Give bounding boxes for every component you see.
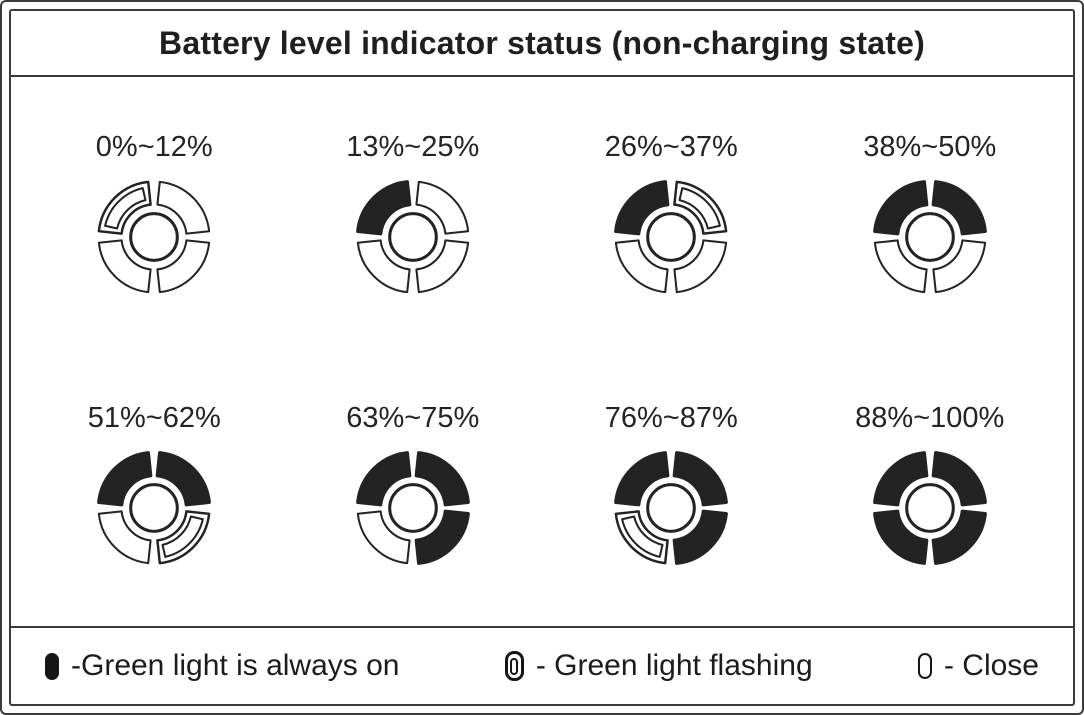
- led-segment-bottom-left-flash-inner: [621, 515, 664, 559]
- legend-label-close: - Close: [943, 649, 1039, 682]
- led-segment-bottom-left-off: [98, 510, 152, 565]
- figure-title: Battery level indicator status (non-char…: [159, 24, 925, 61]
- figure-header: Battery level indicator status (non-char…: [11, 11, 1073, 77]
- led-segment-bottom-right-off: [415, 239, 469, 293]
- led-flashing-icon-inner: [510, 657, 519, 675]
- hub-circle: [387, 211, 438, 262]
- indicator-cell: 38%~50%: [863, 131, 996, 303]
- indicator-cell: 76%~87%: [605, 402, 738, 574]
- hub-circle: [646, 211, 697, 262]
- led-segment-top-left-on: [614, 451, 670, 507]
- led-segment-bottom-right-on: [414, 509, 470, 566]
- led-segment-top-right-flash-inner: [678, 186, 722, 230]
- led-segment-top-left-flash-inner: [104, 186, 147, 230]
- led-segment-bottom-right-on: [672, 509, 729, 566]
- led-segment-bottom-right-off: [932, 239, 986, 293]
- led-segment-top-right-on: [931, 451, 987, 507]
- hub-circle: [129, 211, 180, 262]
- battery-range-label: 26%~37%: [604, 130, 738, 163]
- led-segment-bottom-left-off: [356, 510, 411, 565]
- led-segment-bottom-right-flash-inner: [161, 515, 205, 559]
- led-segment-top-left-on: [872, 451, 929, 507]
- indicator-cell: 51%~62%: [88, 402, 221, 574]
- legend-item-flashing: - Green light flashing: [504, 649, 813, 683]
- battery-led-ring: [872, 451, 987, 566]
- led-segment-top-left-on: [872, 179, 929, 236]
- led-segment-top-right-flash: [673, 180, 728, 235]
- indicator-cell: 13%~25%: [346, 131, 479, 303]
- indicator-grid: 0%~12% 13%~25% 26%~37% 38%~50% 51%~62% 63%~75…: [11, 77, 1073, 626]
- led-segment-bottom-left-off: [615, 239, 669, 293]
- led-segment-top-right-on: [931, 179, 987, 236]
- indicator-cell: 88%~100%: [855, 402, 1004, 574]
- battery-range-label: 76%~87%: [604, 402, 738, 435]
- led-segment-top-right-on: [155, 451, 212, 507]
- led-segment-bottom-left-off: [356, 239, 411, 293]
- led-segment-top-left-on: [97, 451, 153, 507]
- hub-circle: [904, 483, 955, 534]
- led-segment-bottom-left-off: [873, 239, 928, 293]
- indicator-cell: 63%~75%: [346, 402, 479, 574]
- battery-led-ring: [97, 180, 211, 293]
- led-flashing-icon: [504, 651, 524, 681]
- led-segment-bottom-left-on: [872, 509, 929, 566]
- battery-led-ring: [614, 179, 728, 293]
- battery-range-label: 51%~62%: [87, 402, 221, 435]
- led-segment-top-right-on: [414, 451, 470, 507]
- led-segment-top-left-on: [355, 451, 412, 507]
- led-segment-bottom-right-off: [673, 239, 728, 293]
- battery-led-ring: [355, 451, 470, 566]
- led-solid-icon: [45, 652, 59, 680]
- hub-circle: [129, 483, 180, 534]
- led-segment-bottom-left-flash: [614, 510, 670, 565]
- led-off-icon: [917, 653, 932, 679]
- led-segment-top-right-on: [672, 451, 729, 507]
- battery-led-ring: [97, 451, 212, 565]
- battery-range-label: 88%~100%: [855, 402, 1005, 435]
- indicator-cell: 0%~12%: [88, 131, 220, 303]
- indicator-cell: 26%~37%: [605, 131, 738, 303]
- figure-inner-frame: Battery level indicator status (non-char…: [9, 9, 1075, 706]
- battery-led-ring: [614, 451, 729, 566]
- battery-range-label: 63%~75%: [346, 402, 480, 435]
- led-segment-top-left-on: [355, 179, 412, 236]
- hub-circle: [387, 483, 438, 534]
- led-segment-top-left-on: [614, 179, 670, 236]
- legend-label-flashing: - Green light flashing: [535, 649, 813, 682]
- legend: -Green light is always on - Green light …: [11, 626, 1073, 704]
- hub-circle: [646, 483, 697, 534]
- led-segment-bottom-right-flash: [156, 510, 211, 565]
- led-segment-bottom-left-off: [98, 239, 152, 293]
- legend-item-always-on: -Green light is always on: [45, 649, 399, 683]
- led-segment-bottom-right-on: [931, 509, 987, 566]
- led-segment-bottom-right-off: [156, 239, 211, 293]
- led-segment-top-left-flash: [97, 180, 153, 235]
- hub-circle: [904, 211, 955, 262]
- battery-range-label: 38%~50%: [863, 130, 997, 163]
- led-segment-top-right-off: [156, 180, 211, 235]
- battery-led-ring: [355, 179, 469, 293]
- led-segment-top-right-off: [415, 180, 469, 235]
- battery-led-ring: [872, 179, 987, 293]
- legend-item-close: - Close: [917, 649, 1039, 683]
- battery-range-label: 13%~25%: [346, 130, 480, 163]
- battery-range-label: 0%~12%: [95, 130, 213, 163]
- legend-label-always-on: -Green light is always on: [71, 649, 400, 682]
